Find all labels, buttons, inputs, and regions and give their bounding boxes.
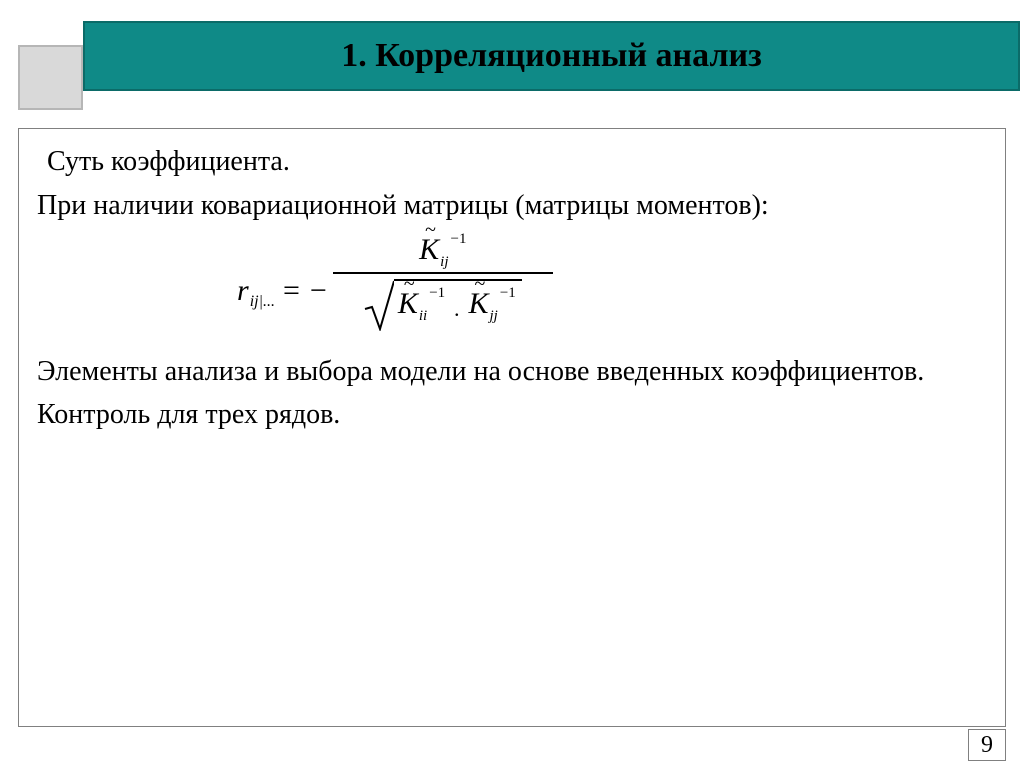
content-box: Суть коэффициента. При наличии ковариаци… xyxy=(18,128,1006,727)
sup-inv: −1 xyxy=(498,285,516,302)
fraction-numerator: ~ K ij −1 xyxy=(413,233,472,269)
title-decorative-square xyxy=(18,45,83,110)
k-term-jj: ~ K jj −1 xyxy=(468,287,515,321)
radicand: ~ K ii −1 · ~ K jj −1 xyxy=(394,279,522,331)
paragraph-control: Контроль для трех рядов. xyxy=(37,396,987,434)
negative-sign: − xyxy=(310,256,327,308)
cdot-symbol: · xyxy=(445,302,468,328)
fraction: ~ K ij −1 ~ K xyxy=(333,233,553,331)
radical-icon xyxy=(364,279,394,331)
formula-partial-correlation: r ij|... = − ~ K ij −1 xyxy=(37,233,987,331)
paragraph-essence: Суть коэффициента. xyxy=(37,143,987,181)
paragraph-covariance: При наличии ковариационной матрицы (матр… xyxy=(37,187,987,225)
formula-lhs-sub: ij|... xyxy=(249,293,275,311)
tilde-icon: ~ xyxy=(474,273,485,296)
equals-sign: = xyxy=(275,256,310,308)
square-root: ~ K ii −1 · ~ K jj −1 xyxy=(364,279,522,331)
k-term-ii: ~ K ii −1 xyxy=(398,287,445,321)
page-number: 9 xyxy=(968,729,1006,761)
slide: 1. Корреляционный анализ Суть коэффициен… xyxy=(0,0,1024,767)
title-bar-wrap: 1. Корреляционный анализ xyxy=(83,21,1020,91)
fraction-bar xyxy=(333,272,553,274)
sub-ii: ii xyxy=(418,308,427,325)
sup-inv: −1 xyxy=(449,231,467,248)
sub-ij: ij xyxy=(439,254,448,271)
tilde-icon: ~ xyxy=(425,219,436,242)
slide-title: 1. Корреляционный анализ xyxy=(83,21,1020,91)
sub-jj: jj xyxy=(489,308,498,325)
sup-inv: −1 xyxy=(427,285,445,302)
k-term-ij: ~ K ij −1 xyxy=(419,233,466,267)
fraction-denominator: ~ K ii −1 · ~ K jj −1 xyxy=(358,277,528,331)
formula-lhs: r ij|... xyxy=(237,256,275,308)
formula-var-r: r xyxy=(237,274,249,308)
tilde-icon: ~ xyxy=(404,273,415,296)
paragraph-elements: Элементы анализа и выбора модели на осно… xyxy=(37,353,987,391)
